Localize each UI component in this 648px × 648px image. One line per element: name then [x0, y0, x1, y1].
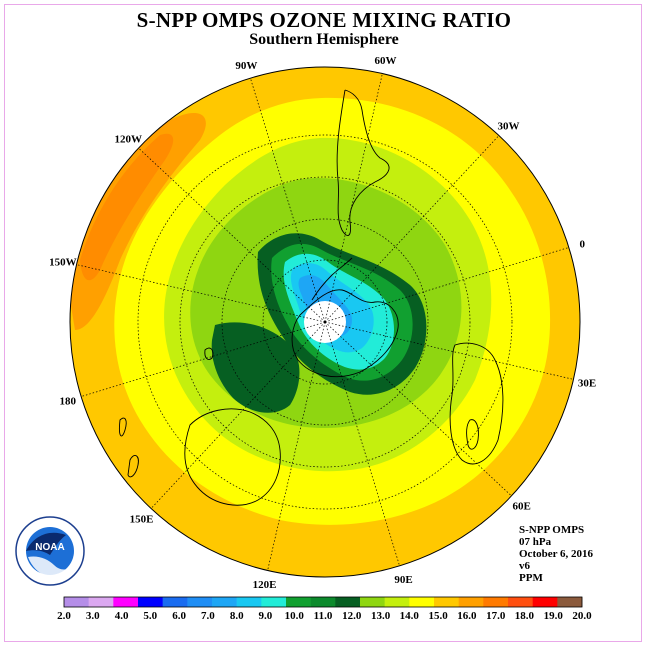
- colorbar-label: 3.0: [86, 610, 100, 622]
- meridian-line: [250, 77, 326, 323]
- info-instrument: S-NPP OMPS: [519, 524, 585, 536]
- colorbar-segment: [434, 597, 459, 607]
- longitude-label: 30W: [498, 120, 520, 132]
- longitude-label: 90E: [394, 574, 412, 586]
- map-title: S-NPP OMPS OZONE MIXING RATIO: [136, 8, 512, 32]
- colorbar-segment: [212, 597, 237, 607]
- colorbar-label: 4.0: [115, 610, 129, 622]
- colorbar-segment: [236, 597, 262, 607]
- longitude-label: 150W: [49, 257, 77, 269]
- meridian-line: [324, 73, 383, 323]
- colorbar-label: 11.0: [314, 610, 333, 622]
- colorbar-label: 6.0: [172, 610, 186, 622]
- meridian-line: [324, 321, 400, 567]
- longitude-label: 90W: [235, 60, 257, 72]
- colorbar-label: 2.0: [57, 610, 71, 622]
- longitude-labels: 90W 60W 30W 0 30E 60E 90E 120E 150E 180 150W 120W: [49, 55, 596, 591]
- colorbar-segment: [261, 597, 287, 607]
- colorbar-segment: [360, 597, 385, 607]
- colorbar-segment: [335, 597, 361, 607]
- info-version: v6: [519, 560, 530, 572]
- longitude-label: 60E: [513, 501, 531, 513]
- longitude-label: 120W: [115, 134, 143, 146]
- meridians: [76, 73, 574, 571]
- colorbar-segment: [458, 597, 484, 607]
- colorbar-segment: [409, 597, 435, 607]
- meridian-line: [267, 321, 326, 571]
- colorbar-segment: [508, 597, 533, 607]
- colorbar-outline: [63, 596, 583, 608]
- colorbar-segment: [187, 597, 213, 607]
- colorbar-segment: [286, 597, 311, 607]
- map-boundary: [69, 66, 581, 578]
- colorbar-segment: [483, 597, 509, 607]
- info-block: S-NPP OMPS 07 hPa October 6, 2016 v6 PPM: [519, 524, 593, 584]
- colorbar-label: 17.0: [486, 610, 506, 622]
- colorbar-label: 9.0: [259, 610, 273, 622]
- colorbar-label: 8.0: [230, 610, 244, 622]
- colorbar-label: 14.0: [400, 610, 420, 622]
- logo-text: NOAA: [35, 542, 64, 553]
- colorbar-label: 16.0: [457, 610, 477, 622]
- graticule: [137, 134, 513, 510]
- colorbar-segment: [532, 597, 558, 607]
- colorbar-label: 15.0: [428, 610, 448, 622]
- colorbar-segment: [88, 597, 114, 607]
- meridian-line: [138, 147, 326, 323]
- colorbar-segment: [384, 597, 410, 607]
- meridian-line: [80, 321, 326, 397]
- colorbar-label: 10.0: [285, 610, 305, 622]
- info-date: October 6, 2016: [519, 548, 594, 560]
- figure-frame: [4, 4, 642, 642]
- longitude-label: 180: [60, 396, 77, 408]
- longitude-label: 0: [579, 238, 585, 250]
- colorbar-segment: [310, 597, 336, 607]
- colorbar-label: 12.0: [342, 610, 362, 622]
- coastlines: [119, 89, 504, 506]
- colorbar-segment: [64, 597, 89, 607]
- meridian-line: [324, 321, 574, 380]
- noaa-logo: NOAA: [15, 516, 85, 586]
- map-subtitle: Southern Hemisphere: [249, 31, 399, 48]
- colorbar-label: 20.0: [572, 610, 592, 622]
- colorbar-label: 7.0: [201, 610, 215, 622]
- colorbar-segment: [138, 597, 163, 607]
- longitude-label: 120E: [253, 579, 277, 591]
- colorbar-segment: [162, 597, 188, 607]
- colorbar-segment: [557, 597, 583, 607]
- longitude-label: 60W: [375, 55, 397, 67]
- colorbar-label: 5.0: [143, 610, 157, 622]
- longitude-label: 150E: [130, 514, 154, 526]
- info-level: 07 hPa: [519, 536, 552, 548]
- colorbar-segment: [113, 597, 139, 607]
- colorbar-label: 13.0: [371, 610, 391, 622]
- colorbar-label: 18.0: [515, 610, 535, 622]
- meridian-line: [76, 264, 326, 323]
- meridian-line: [324, 135, 500, 323]
- meridian-line: [324, 247, 570, 323]
- longitude-label: 30E: [578, 378, 596, 390]
- info-units: PPM: [519, 572, 543, 584]
- meridian-line: [324, 321, 512, 497]
- meridian-line: [150, 321, 326, 509]
- colorbar-label: 19.0: [544, 610, 564, 622]
